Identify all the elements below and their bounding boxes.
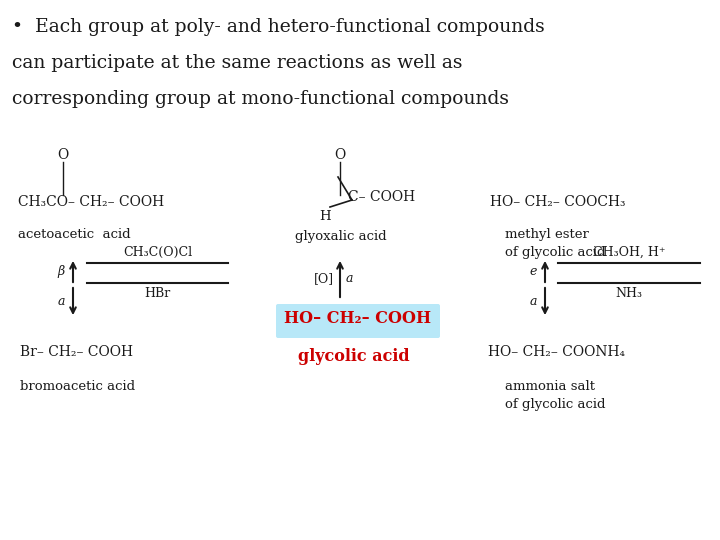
Text: a: a [346,273,354,286]
Text: CH₃C(O)Cl: CH₃C(O)Cl [123,246,192,259]
Text: Br– CH₂– COOH: Br– CH₂– COOH [20,345,133,359]
Text: O: O [334,148,346,162]
Text: ammonia salt
of glycolic acid: ammonia salt of glycolic acid [505,380,606,411]
Text: methyl ester
of glycolic acid: methyl ester of glycolic acid [505,228,606,259]
Text: glyoxalic acid: glyoxalic acid [295,230,387,243]
Text: [O]: [O] [314,273,334,286]
Text: C– COOH: C– COOH [348,190,415,204]
Text: •  Each group at poly- and hetero-functional compounds: • Each group at poly- and hetero-functio… [12,18,545,36]
Text: HO– CH₂– COONH₄: HO– CH₂– COONH₄ [488,345,625,359]
Text: H: H [319,210,330,223]
Text: O: O [58,148,68,162]
Text: a: a [529,295,537,308]
Text: CH₃OH, H⁺: CH₃OH, H⁺ [593,246,665,259]
Text: bromoacetic acid: bromoacetic acid [20,380,135,393]
Text: HO– CH₂– COOH: HO– CH₂– COOH [284,310,431,327]
Text: β: β [58,265,65,278]
Text: NH₃: NH₃ [616,287,642,300]
Text: a: a [58,295,65,308]
Text: corresponding group at mono-functional compounds: corresponding group at mono-functional c… [12,90,509,108]
FancyBboxPatch shape [276,304,440,338]
Text: can participate at the same reactions as well as: can participate at the same reactions as… [12,54,462,72]
Text: HO– CH₂– COOCH₃: HO– CH₂– COOCH₃ [490,195,626,209]
Text: acetoacetic  acid: acetoacetic acid [18,228,130,241]
Text: e: e [530,265,537,278]
Text: CH₃CO– CH₂– COOH: CH₃CO– CH₂– COOH [18,195,164,209]
Text: HBr: HBr [145,287,171,300]
Text: glycolic acid: glycolic acid [298,348,410,365]
